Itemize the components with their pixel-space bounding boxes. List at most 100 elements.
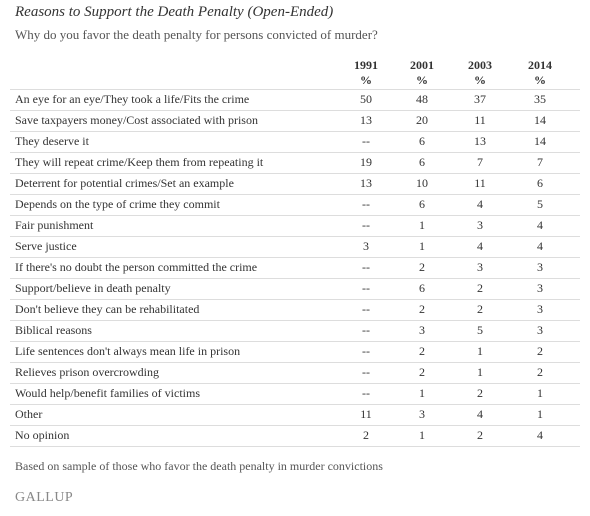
subtitle: Why do you favor the death penalty for p… <box>15 27 378 42</box>
row-label: They will repeat crime/Keep them from re… <box>15 155 264 169</box>
row-label: Don't believe they can be rehabilitated <box>15 302 200 316</box>
cell: -- <box>362 260 370 274</box>
cell: 1 <box>477 365 483 379</box>
cell: 6 <box>419 134 425 148</box>
cell: 13 <box>360 176 372 190</box>
cell: 1 <box>537 386 543 400</box>
cell: 4 <box>537 239 543 253</box>
cell: 2 <box>537 365 543 379</box>
row-rule <box>10 383 580 384</box>
cell: 1 <box>419 386 425 400</box>
cell: 6 <box>419 197 425 211</box>
cell: 7 <box>537 155 543 169</box>
row-label: If there's no doubt the person committed… <box>15 260 258 274</box>
cell: 2 <box>477 428 483 442</box>
row-rule <box>10 341 580 342</box>
cell: 3 <box>537 323 543 337</box>
cell: 37 <box>474 92 486 106</box>
row-label: Biblical reasons <box>15 323 92 337</box>
column-year: 2014 <box>528 58 552 72</box>
cell: -- <box>362 302 370 316</box>
cell: 1 <box>419 428 425 442</box>
row-rule <box>10 404 580 405</box>
cell: 2 <box>477 281 483 295</box>
row-rule <box>10 278 580 279</box>
row-rule <box>10 110 580 111</box>
row-label: Serve justice <box>15 239 77 253</box>
row-rule <box>10 215 580 216</box>
cell: 50 <box>360 92 372 106</box>
cell: 2 <box>419 344 425 358</box>
cell: 13 <box>474 134 486 148</box>
cell: 4 <box>537 218 543 232</box>
cell: 1 <box>537 407 543 421</box>
column-unit: % <box>534 73 546 87</box>
cell: 2 <box>419 260 425 274</box>
cell: 3 <box>419 323 425 337</box>
cell: 5 <box>537 197 543 211</box>
row-label: They deserve it <box>15 134 89 148</box>
cell: 6 <box>537 176 543 190</box>
cell: 10 <box>416 176 428 190</box>
cell: 6 <box>419 281 425 295</box>
column-unit: % <box>360 73 372 87</box>
row-label: Support/believe in death penalty <box>15 281 171 295</box>
row-rule <box>10 152 580 153</box>
cell: 2 <box>477 302 483 316</box>
column-year: 2003 <box>468 58 492 72</box>
row-label: An eye for an eye/They took a life/Fits … <box>15 92 250 106</box>
brand: GALLUP <box>15 490 74 505</box>
column-year: 2001 <box>410 58 434 72</box>
cell: 3 <box>477 260 483 274</box>
cell: -- <box>362 197 370 211</box>
row-label: Save taxpayers money/Cost associated wit… <box>15 113 258 127</box>
cell: 13 <box>360 113 372 127</box>
cell: 1 <box>477 344 483 358</box>
row-label: Relieves prison overcrowding <box>15 365 159 379</box>
cell: 6 <box>419 155 425 169</box>
cell: -- <box>362 323 370 337</box>
cell: 2 <box>477 386 483 400</box>
cell: 20 <box>416 113 428 127</box>
cell: 2 <box>537 344 543 358</box>
row-rule <box>10 173 580 174</box>
cell: 1 <box>419 239 425 253</box>
cell: 3 <box>537 281 543 295</box>
row-label: Fair punishment <box>15 218 94 232</box>
row-rule <box>10 362 580 363</box>
cell: -- <box>362 365 370 379</box>
cell: 4 <box>477 239 483 253</box>
cell: 2 <box>419 365 425 379</box>
row-label: Life sentences don't always mean life in… <box>15 344 241 358</box>
cell: -- <box>362 386 370 400</box>
cell: 11 <box>474 113 486 127</box>
cell: 5 <box>477 323 483 337</box>
row-rule <box>10 131 580 132</box>
column-unit: % <box>474 73 486 87</box>
row-label: Depends on the type of crime they commit <box>15 197 220 211</box>
cell: 14 <box>534 113 546 127</box>
cell: 3 <box>477 218 483 232</box>
cell: -- <box>362 281 370 295</box>
cell: 3 <box>537 302 543 316</box>
cell: 3 <box>363 239 369 253</box>
row-label: Would help/benefit families of victims <box>15 386 200 400</box>
row-rule <box>10 89 580 90</box>
cell: -- <box>362 134 370 148</box>
cell: 2 <box>363 428 369 442</box>
row-rule <box>10 320 580 321</box>
cell: 3 <box>419 407 425 421</box>
cell: 14 <box>534 134 546 148</box>
cell: 11 <box>360 407 372 421</box>
row-rule <box>10 194 580 195</box>
cell: -- <box>362 218 370 232</box>
cell: -- <box>362 344 370 358</box>
cell: 48 <box>416 92 428 106</box>
row-rule <box>10 257 580 258</box>
cell: 7 <box>477 155 483 169</box>
row-rule <box>10 446 580 447</box>
footnote: Based on sample of those who favor the d… <box>15 459 383 473</box>
cell: 1 <box>419 218 425 232</box>
title: Reasons to Support the Death Penalty (Op… <box>15 4 334 20</box>
